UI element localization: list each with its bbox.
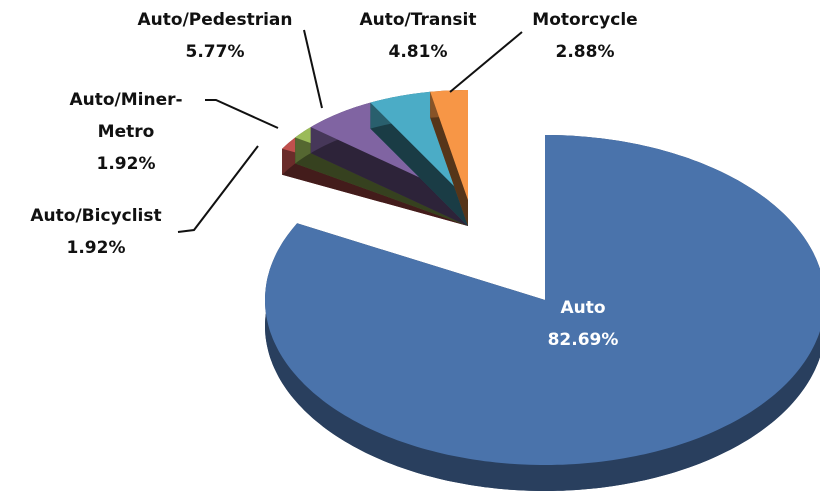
leader-line bbox=[205, 99, 279, 129]
slice-label: Motorcycle 2.88% bbox=[532, 4, 637, 68]
leader-line bbox=[177, 145, 259, 233]
value-label: 1.92% bbox=[66, 238, 126, 258]
category-label: Auto bbox=[560, 298, 606, 318]
leader-line bbox=[449, 31, 523, 93]
value-label: 2.88% bbox=[555, 42, 615, 62]
slice-label: Auto/Transit 4.81% bbox=[359, 4, 476, 68]
slices bbox=[265, 90, 820, 491]
category-label: Motorcycle bbox=[532, 10, 638, 30]
category-label: Auto/Miner-Metro bbox=[69, 90, 183, 142]
category-label: Auto/Transit bbox=[359, 10, 477, 30]
leader-lines bbox=[177, 29, 523, 233]
slice-side bbox=[430, 91, 468, 226]
value-label: 4.81% bbox=[388, 42, 448, 62]
slice bbox=[265, 135, 820, 465]
slice-label: Auto/Bicyclist 1.92% bbox=[30, 200, 161, 264]
value-label: 1.92% bbox=[96, 154, 156, 174]
value-label: 5.77% bbox=[185, 42, 245, 62]
category-label: Auto/Bicyclist bbox=[30, 206, 162, 226]
slice-side bbox=[310, 127, 468, 226]
slice bbox=[430, 90, 468, 200]
slice-label: Auto/Miner-Metro 1.92% bbox=[66, 84, 186, 180]
slice-side bbox=[370, 102, 468, 226]
slice bbox=[370, 91, 468, 200]
slice-label: Auto/Pedestrian 5.77% bbox=[138, 4, 293, 68]
category-label: Auto/Pedestrian bbox=[137, 10, 293, 30]
leader-line bbox=[303, 29, 323, 109]
slice-label: Auto 82.69% bbox=[548, 292, 619, 356]
value-label: 82.69% bbox=[547, 330, 619, 350]
